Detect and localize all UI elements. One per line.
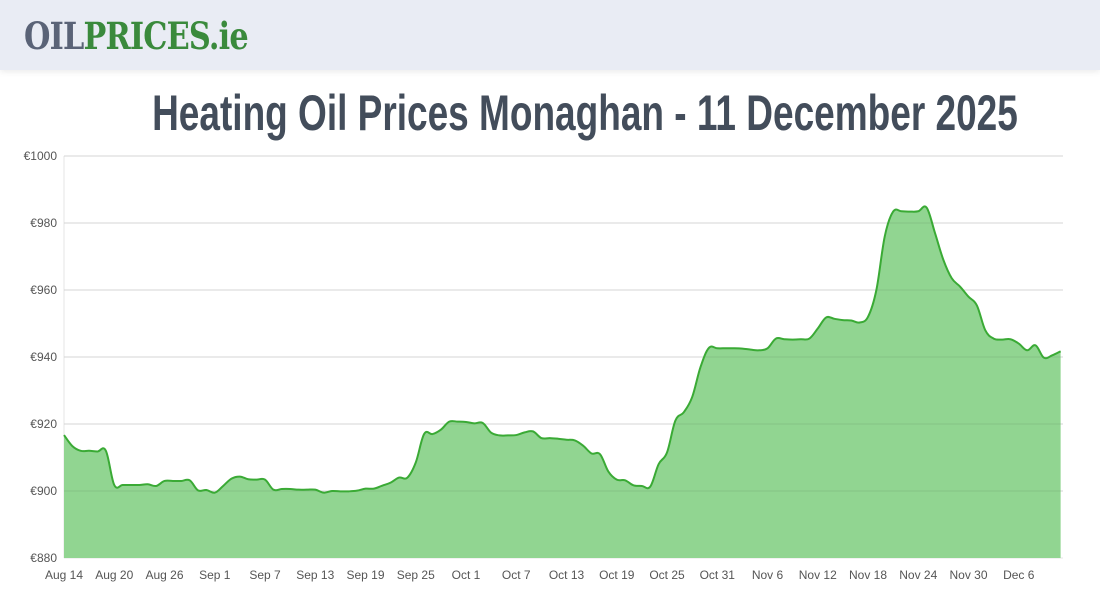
x-tick-label: Sep 1 <box>199 568 231 582</box>
x-tick-label: Sep 7 <box>249 568 281 582</box>
x-tick-label: Nov 12 <box>799 568 837 582</box>
x-tick-label: Aug 14 <box>45 568 83 582</box>
logo-oil: OIL <box>24 14 84 58</box>
x-tick-label: Nov 18 <box>849 568 887 582</box>
x-tick-label: Sep 19 <box>346 568 384 582</box>
x-tick-label: Dec 6 <box>1003 568 1035 582</box>
logo-prices: PRICES.ie <box>83 14 249 58</box>
x-tick-label: Aug 20 <box>95 568 133 582</box>
page-title: Heating Oil Prices Monaghan - 11 Decembe… <box>0 84 1100 142</box>
y-tick-label: €920 <box>30 417 57 431</box>
y-tick-label: €900 <box>30 484 57 498</box>
x-tick-label: Oct 25 <box>649 568 685 582</box>
x-tick-label: Oct 7 <box>502 568 531 582</box>
y-tick-label: €1000 <box>24 149 58 163</box>
x-tick-label: Aug 26 <box>145 568 183 582</box>
x-tick-label: Nov 6 <box>752 568 784 582</box>
y-tick-label: €980 <box>30 216 57 230</box>
y-tick-label: €880 <box>30 551 57 565</box>
x-tick-label: Sep 25 <box>397 568 435 582</box>
x-tick-label: Oct 1 <box>452 568 481 582</box>
price-area-fill <box>64 206 1061 559</box>
x-tick-label: Oct 13 <box>549 568 585 582</box>
x-tick-label: Nov 24 <box>899 568 937 582</box>
site-header: OILPRICES.ie <box>0 0 1100 70</box>
x-tick-label: Sep 13 <box>296 568 334 582</box>
y-tick-label: €940 <box>30 350 57 364</box>
x-tick-label: Oct 19 <box>599 568 635 582</box>
site-logo[interactable]: OILPRICES.ie <box>24 14 249 58</box>
x-tick-label: Oct 31 <box>700 568 736 582</box>
page-title-text: Heating Oil Prices Monaghan - 11 Decembe… <box>152 85 1018 141</box>
price-line <box>63 205 1062 494</box>
x-tick-label: Nov 30 <box>949 568 987 582</box>
y-tick-label: €960 <box>30 283 57 297</box>
